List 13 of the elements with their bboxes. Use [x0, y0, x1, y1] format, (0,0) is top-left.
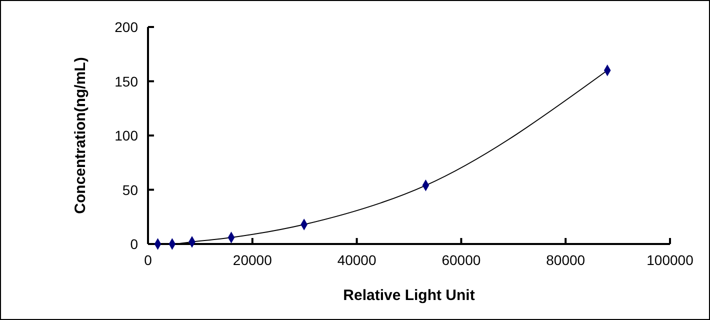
- y-tick-label: 0: [130, 236, 138, 252]
- x-tick-label: 0: [144, 252, 152, 268]
- y-tick-label: 150: [114, 73, 138, 90]
- y-tick-label: 100: [114, 128, 138, 144]
- x-tick-label: 60000: [442, 252, 481, 268]
- y-tick-label: 200: [114, 19, 138, 35]
- x-tick-label: 40000: [337, 252, 376, 268]
- y-axis-title: Concentration(ng/mL): [72, 57, 89, 214]
- y-tick-label: 50: [122, 182, 138, 198]
- x-axis-title: Relative Light Unit: [343, 287, 475, 304]
- x-tick-label: 20000: [232, 252, 272, 268]
- x-tick-label: 80000: [546, 252, 586, 268]
- x-tick-label: 100000: [646, 252, 694, 268]
